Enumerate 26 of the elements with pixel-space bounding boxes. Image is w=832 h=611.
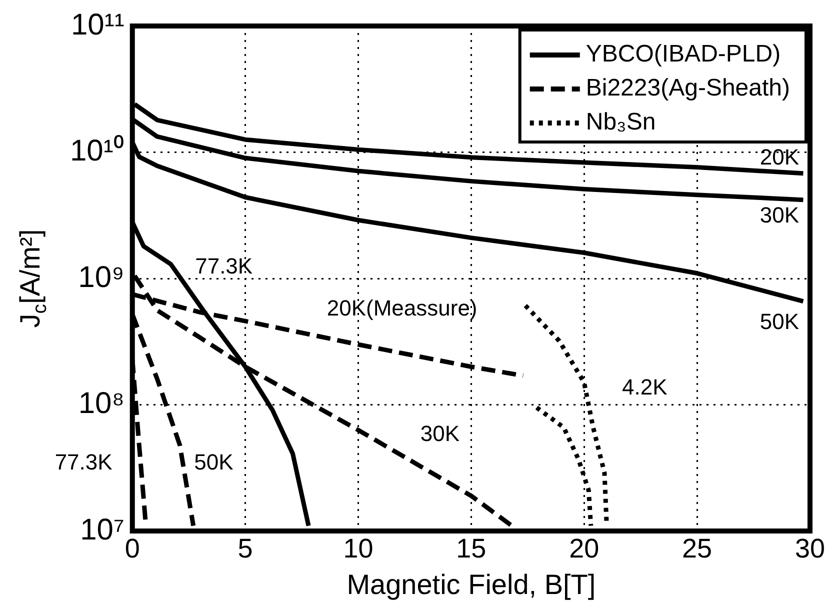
annotation: 20K [760, 144, 800, 170]
x-axis-title: Magnetic Field, B[T] [346, 568, 596, 600]
annotation: 50K [760, 309, 800, 334]
y-axis-title: Jc[A/m²] [14, 229, 51, 328]
y-tick-label: 10⁸ [78, 387, 124, 420]
y-tick-label: 10⁹ [78, 260, 124, 294]
text: 77.3K [54, 449, 113, 474]
y-tick-label: 10¹¹ [71, 8, 124, 42]
x-tick-label: 25 [682, 534, 712, 564]
x-tick-label: 5 [238, 534, 253, 564]
annotation: 30K [760, 202, 800, 228]
annotation: 20K(Meassure) [326, 295, 478, 320]
legend-label: Nb₃Sn [586, 108, 656, 136]
x-tick-label: 0 [124, 534, 140, 564]
annotation: 4.2K [622, 374, 668, 400]
x-tick-label: 30 [794, 534, 826, 564]
y-tick-label: 10¹⁰ [70, 134, 124, 168]
y-tick-label: 10⁷ [80, 513, 124, 546]
annotation: 30K [420, 421, 460, 446]
x-tick-label: 10 [343, 534, 374, 564]
legend-label: YBCO(IBAD-PLD) [586, 40, 781, 68]
annotation: 77.3K [195, 253, 253, 278]
x-tick-label: 20 [569, 534, 600, 564]
x-tick-label: 15 [456, 534, 486, 564]
annotation: 50K [194, 449, 234, 474]
legend-label: Bi2223(Ag-Sheath) [586, 74, 790, 102]
